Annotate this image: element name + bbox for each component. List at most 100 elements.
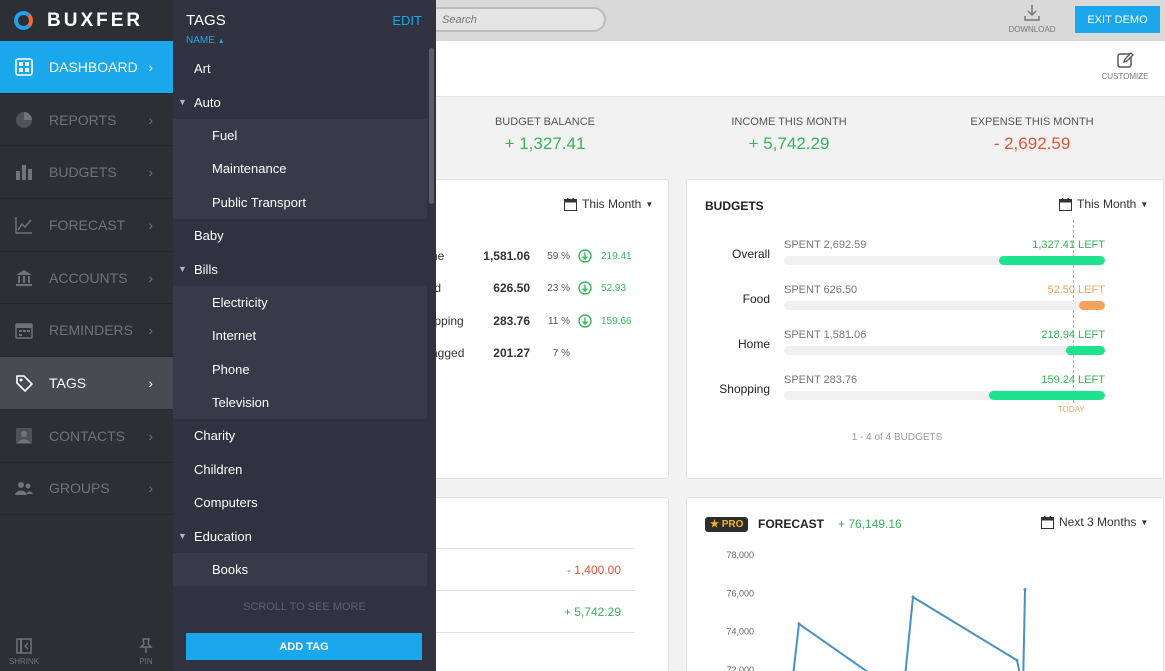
forecast-point[interactable] xyxy=(1023,587,1027,591)
nav-item-budgets[interactable]: BUDGETS › xyxy=(0,146,173,200)
tag-item[interactable]: Fuel xyxy=(173,118,427,153)
tag-item[interactable]: Electricity xyxy=(173,285,427,320)
pie-chart-icon xyxy=(14,110,34,130)
nav-item-accounts[interactable]: ACCOUNTS › xyxy=(0,252,173,305)
search-input[interactable] xyxy=(426,7,606,32)
nav-item-groups[interactable]: GROUPS › xyxy=(0,463,173,516)
forecast-point[interactable] xyxy=(797,622,801,626)
tag-item[interactable]: Children xyxy=(173,452,427,487)
caret-down-icon[interactable]: ▼ xyxy=(178,97,187,108)
nav-label: CONTACTS xyxy=(49,427,125,444)
tag-item[interactable]: Baby xyxy=(173,218,427,253)
spending-period-select[interactable]: This Month ▼ xyxy=(564,197,653,211)
add-tag-button[interactable]: ADD TAG xyxy=(186,633,422,660)
nav-item-contacts[interactable]: CONTACTS › xyxy=(0,410,173,463)
nav-item-dashboard[interactable]: DASHBOARD › xyxy=(0,41,173,94)
nav-item-reports[interactable]: REPORTS › xyxy=(0,94,173,147)
stat-budget-balance: BUDGET BALANCE + 1,327.41 xyxy=(445,116,645,154)
scroll-hint: SCROLL TO SEE MORE xyxy=(243,601,366,613)
spending-row[interactable]: ood 626.50 23 % 52.93 xyxy=(421,278,653,298)
spending-amount: 283.76 xyxy=(493,314,530,328)
budget-name: Food xyxy=(742,292,770,306)
transaction-row[interactable]: + 5,742.29 xyxy=(421,590,635,631)
brand-name: BUXFER xyxy=(47,9,144,31)
spending-row[interactable]: hopping 283.76 11 % 159.66 xyxy=(421,311,653,331)
sort-by-name-button[interactable]: NAME ▲ xyxy=(186,35,225,46)
tag-item[interactable]: Maintenance xyxy=(173,152,427,186)
spending-remaining: 219.41 xyxy=(601,250,632,262)
budget-left: 52.50 LEFT xyxy=(1047,284,1105,296)
caret-down-icon[interactable]: ▼ xyxy=(178,264,187,275)
customize-label: CUSTOMIZE xyxy=(1101,72,1149,81)
budget-row[interactable]: Overall SPENT 2,692.59 1,327.41 LEFT xyxy=(705,239,1105,275)
tag-item[interactable]: ▼ Auto xyxy=(173,85,427,119)
shrink-button[interactable]: SHRINK xyxy=(4,638,44,666)
y-tick-label: 72,000 xyxy=(726,665,754,671)
tag-label: Auto xyxy=(194,94,221,110)
period-label: This Month xyxy=(1077,197,1137,211)
tag-item[interactable]: Computers xyxy=(173,486,427,520)
spending-percent: 11 % xyxy=(547,315,570,327)
tag-item[interactable]: Books xyxy=(173,552,427,587)
forecast-period-select[interactable]: Next 3 Months ▼ xyxy=(1041,515,1148,529)
pin-button[interactable]: PIN xyxy=(126,638,166,666)
chevron-right-icon: › xyxy=(148,111,153,128)
tag-label: Bills xyxy=(194,261,218,277)
budget-row[interactable]: Home SPENT 1,581.06 218.94 LEFT xyxy=(705,329,1105,365)
tag-label: Books xyxy=(212,562,249,578)
chevron-right-icon: › xyxy=(148,322,153,339)
budget-row[interactable]: Shopping SPENT 283.76 159.24 LEFT xyxy=(705,374,1105,410)
spending-percent: 23 % xyxy=(547,282,570,294)
nav-item-reminders[interactable]: REMINDERS › xyxy=(0,304,173,358)
tag-item[interactable]: Charity xyxy=(173,419,427,453)
tag-item[interactable]: ▼ Education xyxy=(173,519,427,553)
edit-tags-button[interactable]: EDIT xyxy=(392,13,422,28)
budget-spent: SPENT 2,692.59 xyxy=(784,239,867,251)
nav-item-forecast[interactable]: FORECAST › xyxy=(0,199,173,252)
shrink-icon xyxy=(16,638,32,654)
tag-item[interactable]: Television xyxy=(173,385,427,420)
brand[interactable]: BUXFER xyxy=(0,0,173,41)
shrink-label: SHRINK xyxy=(8,657,40,666)
forecast-point[interactable] xyxy=(1015,658,1019,662)
tag-item[interactable]: Phone xyxy=(173,352,427,386)
period-label: Next 3 Months xyxy=(1059,515,1137,529)
tag-label: Public Transport xyxy=(212,194,306,210)
exit-demo-button[interactable]: EXIT DEMO xyxy=(1075,6,1160,33)
download-button[interactable]: DOWNLOAD xyxy=(1004,4,1060,34)
tag-item[interactable]: Internet xyxy=(173,319,427,353)
budget-left: 1,327.41 LEFT xyxy=(1032,239,1105,251)
stat-label: INCOME THIS MONTH xyxy=(731,116,847,128)
tag-list-scrollbar[interactable] xyxy=(429,48,434,204)
transaction-row[interactable]: - 1,400.00 xyxy=(421,548,635,589)
nav-label: FORECAST xyxy=(49,216,126,233)
spending-row[interactable]: ntagged 201.27 7 % xyxy=(421,343,653,363)
page-header: CUSTOMIZE xyxy=(436,41,1165,97)
tag-label: Education xyxy=(194,528,252,544)
tag-item[interactable]: ▼ Bills xyxy=(173,252,427,286)
chevron-down-icon: ▼ xyxy=(1140,517,1149,527)
forecast-point[interactable] xyxy=(911,595,915,599)
budget-row[interactable]: Food SPENT 626.50 52.50 LEFT xyxy=(705,284,1105,320)
budget-progress-bar xyxy=(784,301,1105,310)
customize-button[interactable]: CUSTOMIZE xyxy=(1090,51,1160,81)
nav-item-tags[interactable]: TAGS › xyxy=(0,357,173,410)
tag-item[interactable]: Art xyxy=(173,52,427,86)
top-bar: DOWNLOAD EXIT DEMO xyxy=(426,0,1165,41)
line-chart-icon xyxy=(14,215,34,235)
spending-remaining: 159.66 xyxy=(601,315,632,327)
period-label: This Month xyxy=(582,197,642,211)
dashboard-icon xyxy=(14,57,34,77)
pro-badge: ★ PRO xyxy=(705,517,749,532)
buxfer-logo-icon xyxy=(14,11,33,30)
stat-value: - 2,692.59 xyxy=(993,134,1071,153)
caret-down-icon[interactable]: ▼ xyxy=(178,531,187,542)
tag-item[interactable]: Public Transport xyxy=(173,185,427,219)
spending-remaining: 52.93 xyxy=(601,282,627,294)
nav-label: REMINDERS xyxy=(49,322,134,339)
tag-list: Art ▼ Auto Fuel Maintenance Public Transport B… xyxy=(173,52,427,587)
calendar-icon xyxy=(1041,515,1054,529)
spending-row[interactable]: ome 1,581.06 59 % 219.41 xyxy=(421,246,653,266)
chevron-right-icon: › xyxy=(148,427,153,444)
budgets-period-select[interactable]: This Month ▼ xyxy=(1059,197,1148,211)
